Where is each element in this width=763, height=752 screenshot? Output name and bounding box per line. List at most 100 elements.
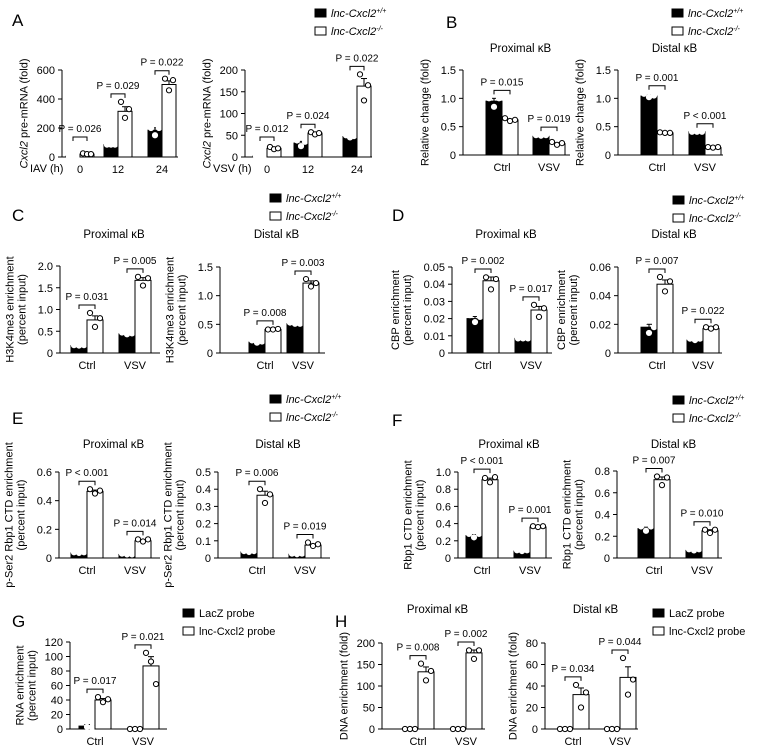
- data-point: [427, 667, 435, 675]
- data-point: [261, 499, 269, 507]
- data-point: [288, 550, 296, 557]
- x-tick-label: Ctrl: [564, 736, 581, 748]
- y-tick-label: 0.4: [37, 496, 52, 508]
- data-point: [465, 647, 473, 654]
- x-tick-label: VSV: [694, 162, 717, 174]
- data-point: [240, 548, 248, 555]
- legend-swatch-white: [652, 626, 665, 636]
- data-point: [128, 330, 136, 337]
- data-point: [603, 725, 611, 733]
- data-point: [490, 103, 498, 110]
- data-point: [304, 539, 312, 546]
- data-point: [75, 342, 83, 349]
- data-point: [147, 658, 155, 665]
- significance-bracket: [126, 268, 144, 273]
- data-point: [475, 530, 483, 538]
- legend-name: lnc-Cxcl2: [286, 412, 331, 424]
- legend-swatch-white: [672, 413, 685, 423]
- legend-superscript: -/-: [733, 26, 740, 33]
- data-point: [539, 523, 547, 530]
- data-point: [466, 312, 474, 319]
- significance-bracket: [474, 268, 492, 273]
- x-tick-label: Ctrl: [473, 565, 490, 577]
- data-point: [245, 548, 253, 556]
- data-point: [566, 725, 574, 733]
- legend-swatch-white: [672, 213, 685, 223]
- significance-bracket: [564, 676, 582, 681]
- data-point: [80, 342, 88, 349]
- legend-name: lnc-Cxcl2: [286, 211, 331, 223]
- y-tick-label: 0.04: [424, 279, 445, 291]
- legend-superscript: -/-: [734, 213, 741, 220]
- p-value-label: P = 0.002: [462, 256, 505, 267]
- legend-swatch-white: [269, 211, 282, 221]
- data-point: [647, 523, 655, 530]
- y-tick-label: 20: [51, 710, 63, 722]
- x-tick-label: 24: [351, 164, 363, 176]
- subplot-c-5: 0 0.5 1.0 1.5 H3K4me3 enrichment (percent inp…: [164, 229, 325, 372]
- subplot-title: Distal κB: [652, 43, 698, 55]
- data-point: [312, 279, 320, 287]
- data-point: [608, 725, 616, 733]
- data-point: [645, 94, 653, 101]
- data-point: [123, 331, 131, 338]
- data-point: [487, 286, 495, 293]
- p-value-label: P = 0.010: [681, 509, 724, 520]
- y-tick-label: 80: [51, 666, 63, 678]
- bar-knockout: [656, 283, 674, 354]
- data-point: [481, 474, 489, 482]
- bar-knockout: [529, 526, 547, 559]
- data-point: [514, 335, 522, 342]
- y-axis-label: (percent input): [176, 275, 188, 346]
- data-point: [470, 655, 478, 663]
- y-tick-label: 0.4: [196, 484, 211, 496]
- y-axis-label: H3K4me3 enrichment: [164, 257, 176, 363]
- data-point: [91, 490, 99, 497]
- data-point: [650, 324, 658, 331]
- panel-label: H: [335, 612, 347, 631]
- legend-swatch-black: [314, 8, 327, 18]
- legend-name: lnc-Cxcl2: [689, 195, 734, 207]
- panel-label: D: [392, 206, 404, 225]
- y-tick-label: 600: [37, 65, 55, 77]
- data-point: [86, 309, 94, 317]
- y-tick-label: 0.2: [37, 524, 52, 536]
- data-point: [286, 319, 294, 326]
- x-axis-label: VSV (h): [213, 163, 252, 175]
- bar-knockout: [465, 652, 483, 730]
- y-tick-label: 0: [49, 152, 55, 164]
- p-value-label: P = 0.022: [141, 58, 184, 69]
- x-tick-label: 12: [302, 164, 314, 176]
- p-value-label: P < 0.001: [684, 111, 727, 122]
- y-tick-label: 400: [37, 94, 55, 106]
- significance-bracket: [294, 270, 312, 276]
- y-tick-label: 50: [363, 703, 375, 715]
- data-point: [293, 137, 301, 144]
- p-value-label: P = 0.007: [636, 256, 679, 267]
- data-point: [256, 486, 264, 493]
- y-axis-label: (percent input): [568, 275, 580, 346]
- y-tick-label: 0.3: [196, 501, 211, 513]
- significance-bracket: [694, 318, 712, 324]
- y-tick-label: 0.5: [38, 326, 53, 338]
- y-tick-label: 0.4: [436, 519, 451, 531]
- data-point: [542, 132, 550, 139]
- legend-swatch-black: [672, 395, 685, 405]
- data-point: [111, 141, 119, 148]
- data-point: [296, 320, 304, 327]
- p-value-label: P = 0.005: [114, 256, 157, 267]
- data-point: [711, 526, 719, 533]
- panel-label: E: [12, 409, 23, 428]
- y-tick-label: 1.0: [596, 93, 611, 105]
- legend-name: lnc-Cxcl2: [286, 193, 331, 205]
- data-point: [663, 474, 671, 481]
- data-point: [688, 128, 696, 135]
- legend-label: lnc-Cxcl2 probe: [669, 626, 745, 638]
- y-axis-label: H3K4me3 enrichment: [4, 256, 16, 362]
- p-value-label: P = 0.022: [336, 53, 379, 64]
- bar-wildtype: [286, 323, 304, 354]
- data-point: [706, 529, 714, 537]
- data-point: [476, 313, 484, 320]
